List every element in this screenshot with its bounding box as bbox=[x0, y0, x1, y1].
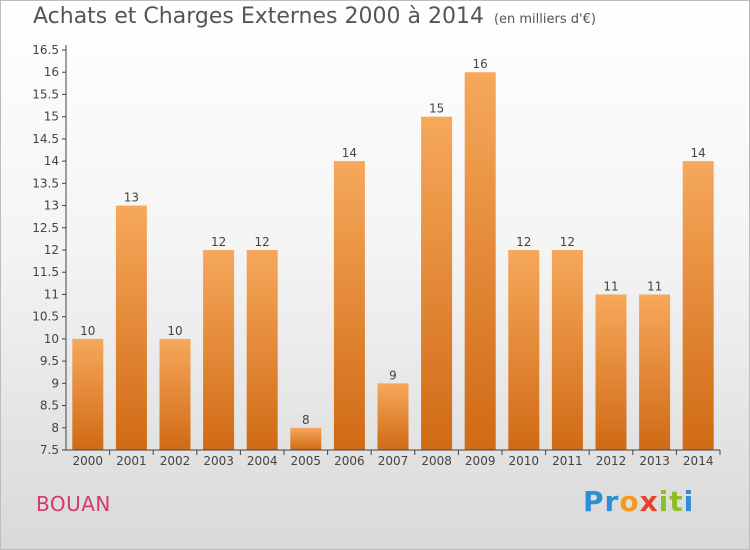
bar bbox=[72, 338, 104, 450]
bar bbox=[508, 250, 540, 450]
chart-subtitle: (en milliers d'€) bbox=[493, 12, 596, 27]
logo-letter: i bbox=[658, 485, 670, 518]
proxiti-logo: Proxiti bbox=[583, 485, 694, 518]
logo-letter: P bbox=[583, 485, 605, 518]
bar bbox=[595, 294, 627, 450]
y-tick-label: 13 bbox=[44, 199, 59, 213]
x-tick-label: 2013 bbox=[639, 454, 670, 468]
y-tick-label: 10.5 bbox=[32, 310, 59, 324]
y-tick-label: 8 bbox=[51, 421, 59, 435]
bar bbox=[246, 250, 278, 450]
bar bbox=[464, 72, 496, 450]
x-tick-label: 2014 bbox=[683, 454, 714, 468]
bar bbox=[333, 161, 365, 450]
y-tick-label: 12 bbox=[44, 243, 59, 257]
y-tick-label: 16.5 bbox=[32, 43, 59, 57]
bar bbox=[159, 338, 191, 450]
location-label: BOUAN bbox=[36, 492, 111, 516]
bar-value-label: 12 bbox=[516, 235, 531, 249]
bar bbox=[377, 383, 409, 450]
y-tick-label: 13.5 bbox=[32, 176, 59, 190]
x-tick-label: 2003 bbox=[203, 454, 234, 468]
y-tick-label: 11 bbox=[44, 287, 59, 301]
logo-letter: o bbox=[619, 485, 640, 518]
x-tick-label: 2012 bbox=[596, 454, 627, 468]
x-tick-label: 2006 bbox=[334, 454, 365, 468]
x-tick-label: 2001 bbox=[116, 454, 147, 468]
bar-value-label: 12 bbox=[211, 235, 226, 249]
x-tick-label: 2010 bbox=[509, 454, 540, 468]
bar-value-label: 14 bbox=[342, 146, 357, 160]
bars-group: 10 13 10 12 12 8 14 9 15 16 12 12 11 11 14 bbox=[72, 57, 714, 451]
bar bbox=[682, 161, 714, 450]
bar-value-label: 15 bbox=[429, 102, 444, 116]
y-tick-label: 9.5 bbox=[40, 354, 59, 368]
bar-value-label: 8 bbox=[302, 413, 310, 427]
bar bbox=[551, 250, 583, 450]
logo-letter: x bbox=[639, 485, 659, 518]
x-tick-label: 2005 bbox=[291, 454, 322, 468]
bar bbox=[203, 250, 235, 450]
bar-value-label: 12 bbox=[255, 235, 270, 249]
bar-value-label: 10 bbox=[167, 324, 182, 338]
bar bbox=[115, 205, 147, 450]
bar-value-label: 10 bbox=[80, 324, 95, 338]
chart-title-text: Achats et Charges Externes 2000 à 2014 bbox=[33, 4, 484, 29]
x-tick-label: 2007 bbox=[378, 454, 409, 468]
y-tick-label: 14 bbox=[44, 154, 59, 168]
y-tick-label: 8.5 bbox=[40, 399, 59, 413]
bar-value-label: 9 bbox=[389, 368, 397, 382]
y-tick-label: 15.5 bbox=[32, 87, 59, 101]
y-tick-label: 11.5 bbox=[32, 265, 59, 279]
y-tick-label: 9 bbox=[51, 376, 59, 390]
axes-group: 7.5 8 8.5 9 9.5 10 10.5 11 11.5 12 12.5 13 13.5 14 14.… bbox=[32, 43, 721, 468]
bar bbox=[639, 294, 671, 450]
x-tick-label: 2002 bbox=[160, 454, 191, 468]
bar-value-label: 12 bbox=[560, 235, 575, 249]
y-tick-label: 12.5 bbox=[32, 221, 59, 235]
logo-letter: i bbox=[683, 485, 695, 518]
logo-letter: r bbox=[604, 485, 620, 518]
y-tick-label: 10 bbox=[44, 332, 59, 346]
bar-value-label: 11 bbox=[603, 279, 618, 293]
bar-value-label: 14 bbox=[691, 146, 706, 160]
x-tick-label: 2004 bbox=[247, 454, 278, 468]
bar-value-label: 11 bbox=[647, 279, 662, 293]
chart-title: Achats et Charges Externes 2000 à 2014 (e… bbox=[33, 4, 596, 29]
y-tick-label: 15 bbox=[44, 110, 59, 124]
y-tick-label: 16 bbox=[44, 65, 59, 79]
bar bbox=[290, 427, 322, 450]
x-tick-label: 2009 bbox=[465, 454, 496, 468]
y-tick-label: 7.5 bbox=[40, 443, 59, 457]
bar bbox=[421, 116, 453, 451]
x-tick-label: 2008 bbox=[421, 454, 452, 468]
x-tick-label: 2000 bbox=[73, 454, 104, 468]
bar-value-label: 13 bbox=[124, 191, 139, 205]
bar-value-label: 16 bbox=[473, 57, 488, 71]
logo-letter: t bbox=[669, 485, 684, 518]
y-tick-label: 14.5 bbox=[32, 132, 59, 146]
x-tick-label: 2011 bbox=[552, 454, 583, 468]
